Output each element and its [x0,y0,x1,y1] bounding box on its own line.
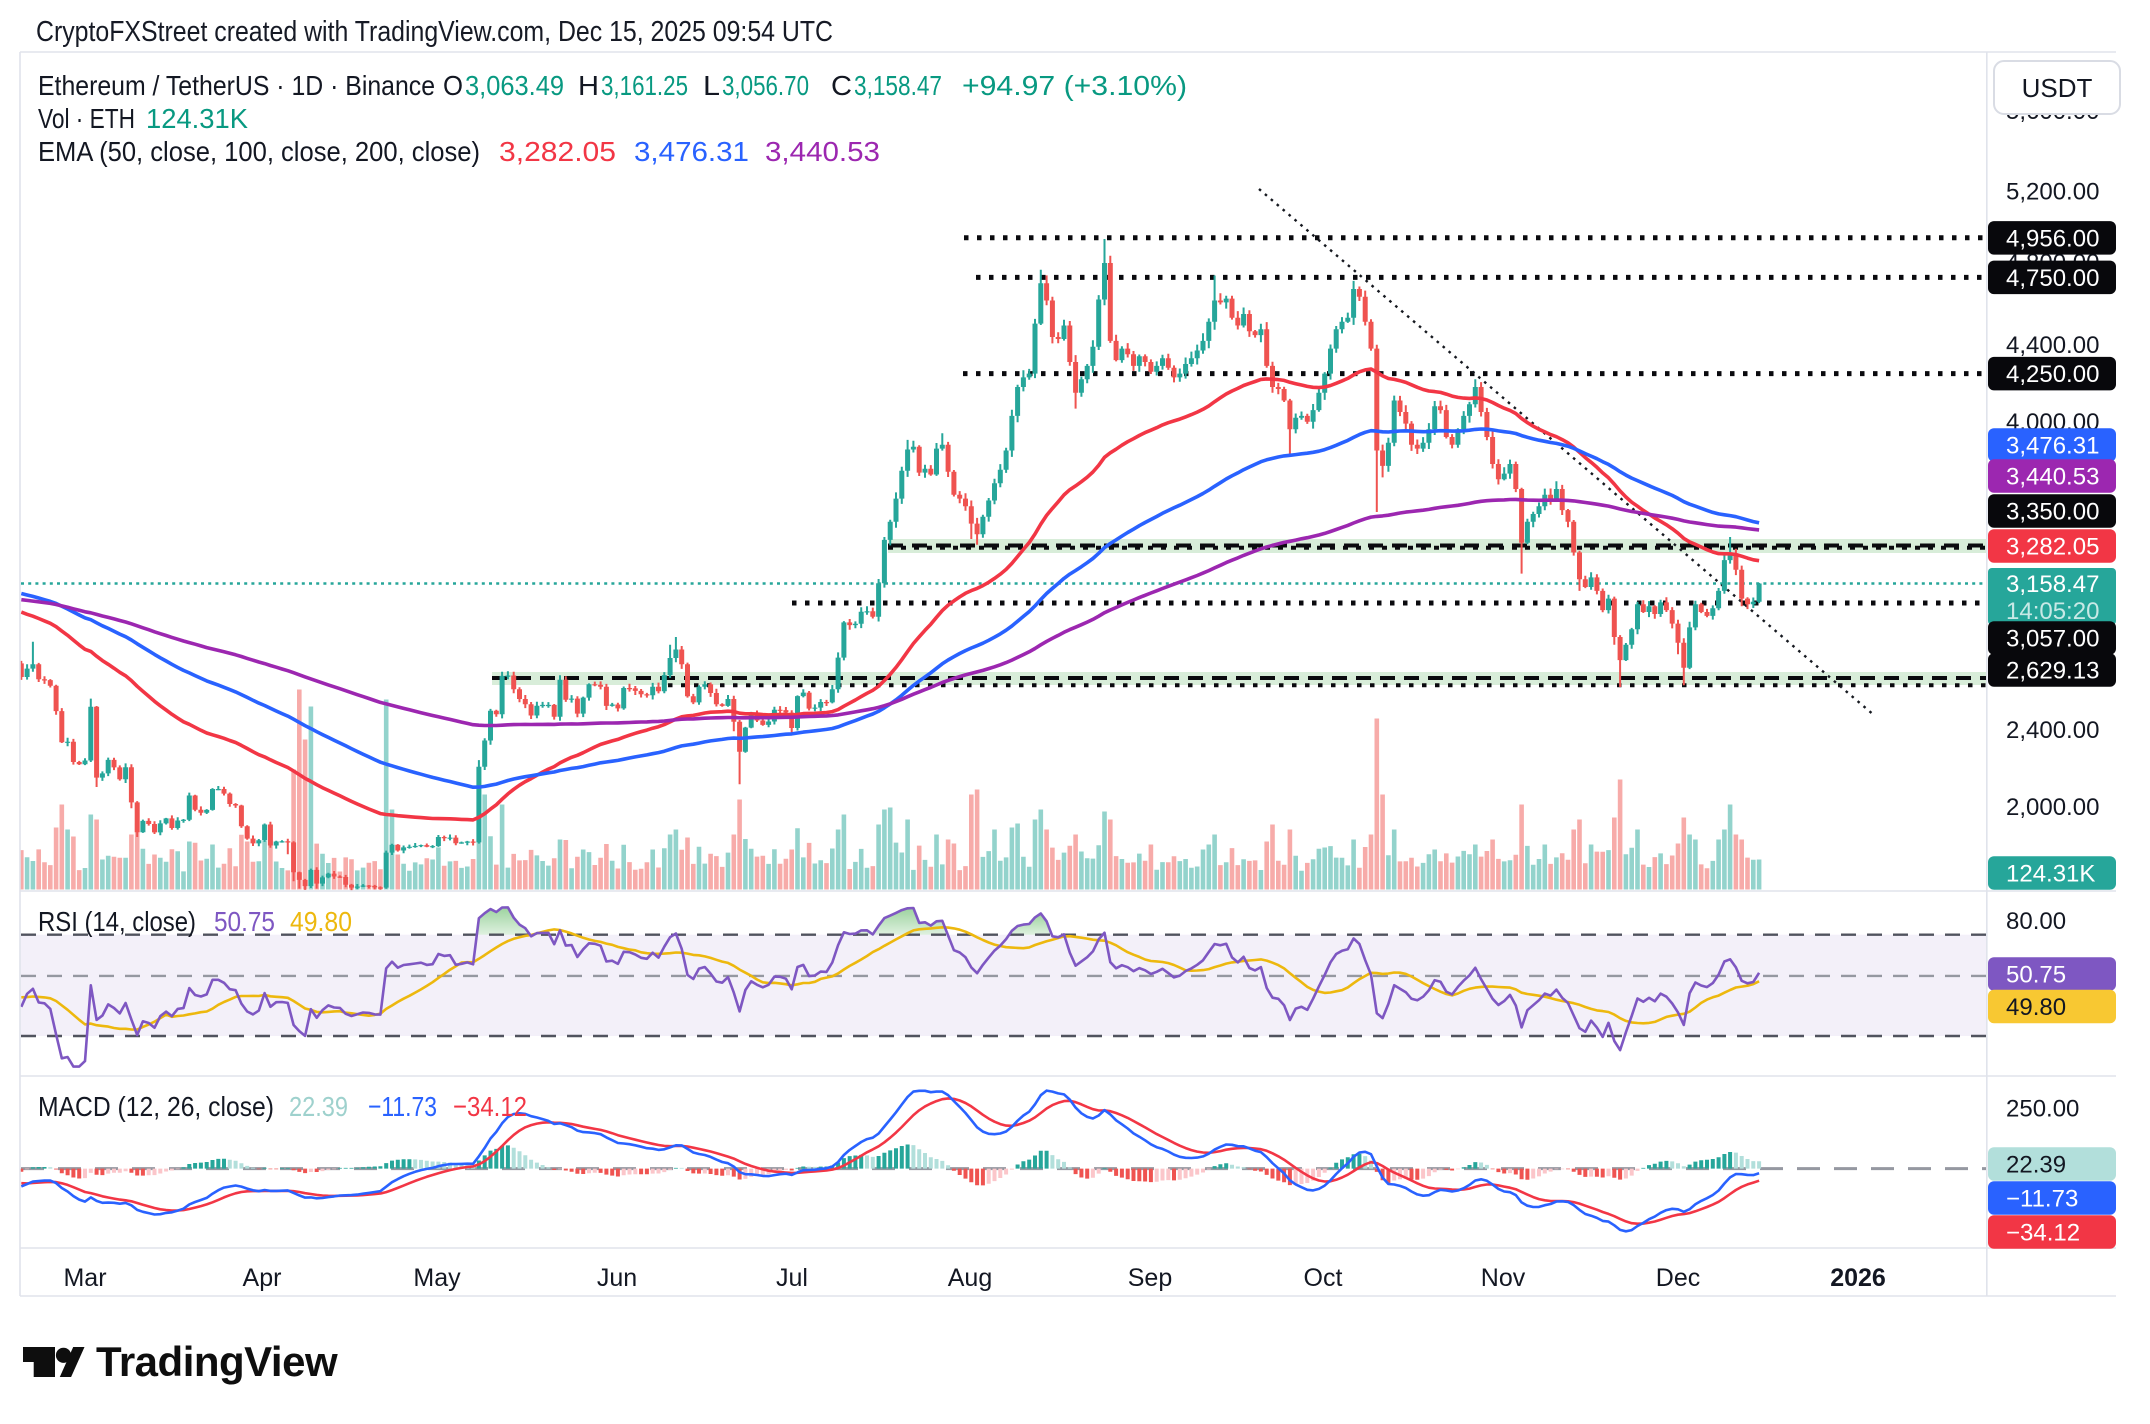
svg-text:3,282.05: 3,282.05 [499,136,616,167]
svg-text:2026: 2026 [1830,1264,1886,1292]
svg-text:124.31K: 124.31K [146,103,248,134]
svg-text:−11.73: −11.73 [368,1091,437,1122]
svg-text:−11.73: −11.73 [2006,1186,2078,1213]
svg-text:L: L [703,70,720,101]
svg-text:Ethereum / TetherUS · 1D · Bin: Ethereum / TetherUS · 1D · Binance [38,70,435,101]
svg-text:2,000.00: 2,000.00 [2006,794,2099,821]
svg-text:22.39: 22.39 [289,1091,348,1122]
svg-text:50.75: 50.75 [2006,962,2066,989]
svg-text:4,400.00: 4,400.00 [2006,332,2099,359]
svg-text:Jul: Jul [776,1264,808,1292]
svg-text:3,056.70: 3,056.70 [722,70,809,101]
svg-text:3,057.00: 3,057.00 [2006,626,2099,653]
svg-text:H: H [578,70,599,101]
svg-text:49.80: 49.80 [290,906,352,937]
svg-text:3,063.49: 3,063.49 [465,70,564,101]
svg-text:3,350.00: 3,350.00 [2006,499,2099,526]
svg-text:3,158.47: 3,158.47 [2006,571,2099,598]
svg-text:3,161.25: 3,161.25 [601,70,688,101]
svg-text:4,956.00: 4,956.00 [2006,225,2099,252]
svg-text:2,629.13: 2,629.13 [2006,658,2099,685]
svg-text:+94.97 (+3.10%): +94.97 (+3.10%) [962,70,1187,101]
svg-text:EMA (50, close, 100, close, 20: EMA (50, close, 100, close, 200, close) [38,136,480,167]
svg-text:−34.12: −34.12 [453,1091,527,1122]
svg-text:C: C [831,70,852,101]
svg-text:250.00: 250.00 [2006,1096,2079,1123]
svg-text:3,476.31: 3,476.31 [2006,433,2099,460]
svg-text:2,400.00: 2,400.00 [2006,717,2099,744]
svg-text:Vol · ETH: Vol · ETH [38,103,135,134]
svg-text:Sep: Sep [1128,1264,1172,1292]
svg-text:Apr: Apr [243,1264,282,1292]
svg-text:Dec: Dec [1656,1264,1700,1292]
svg-text:Jun: Jun [597,1264,637,1292]
svg-text:May: May [413,1264,461,1292]
svg-text:3,158.47: 3,158.47 [854,70,942,101]
svg-text:Mar: Mar [63,1264,106,1292]
svg-text:3,440.53: 3,440.53 [2006,464,2099,491]
svg-text:50.75: 50.75 [214,906,275,937]
svg-text:USDT: USDT [2022,73,2093,103]
svg-text:4,750.00: 4,750.00 [2006,265,2099,292]
svg-text:CryptoFXStreet created with Tr: CryptoFXStreet created with TradingView.… [36,16,833,48]
svg-text:3,440.53: 3,440.53 [765,136,880,167]
svg-text:3,476.31: 3,476.31 [634,136,749,167]
svg-text:−34.12: −34.12 [2006,1220,2080,1247]
svg-text:3,282.05: 3,282.05 [2006,534,2099,561]
svg-text:14:05:20: 14:05:20 [2006,598,2099,625]
svg-text:Oct: Oct [1304,1264,1343,1292]
svg-text:22.39: 22.39 [2006,1152,2066,1179]
svg-text:80.00: 80.00 [2006,908,2066,935]
svg-text:MACD (12, 26, close): MACD (12, 26, close) [38,1091,274,1122]
svg-text:4,250.00: 4,250.00 [2006,361,2099,388]
svg-text:O: O [443,70,463,101]
svg-text:124.31K: 124.31K [2006,861,2095,888]
svg-text:Nov: Nov [1481,1264,1526,1292]
svg-text:Aug: Aug [948,1264,992,1292]
svg-text:TradingView: TradingView [96,1338,338,1385]
svg-text:RSI (14, close): RSI (14, close) [38,906,196,937]
svg-text:5,200.00: 5,200.00 [2006,178,2099,205]
svg-text:49.80: 49.80 [2006,994,2066,1021]
